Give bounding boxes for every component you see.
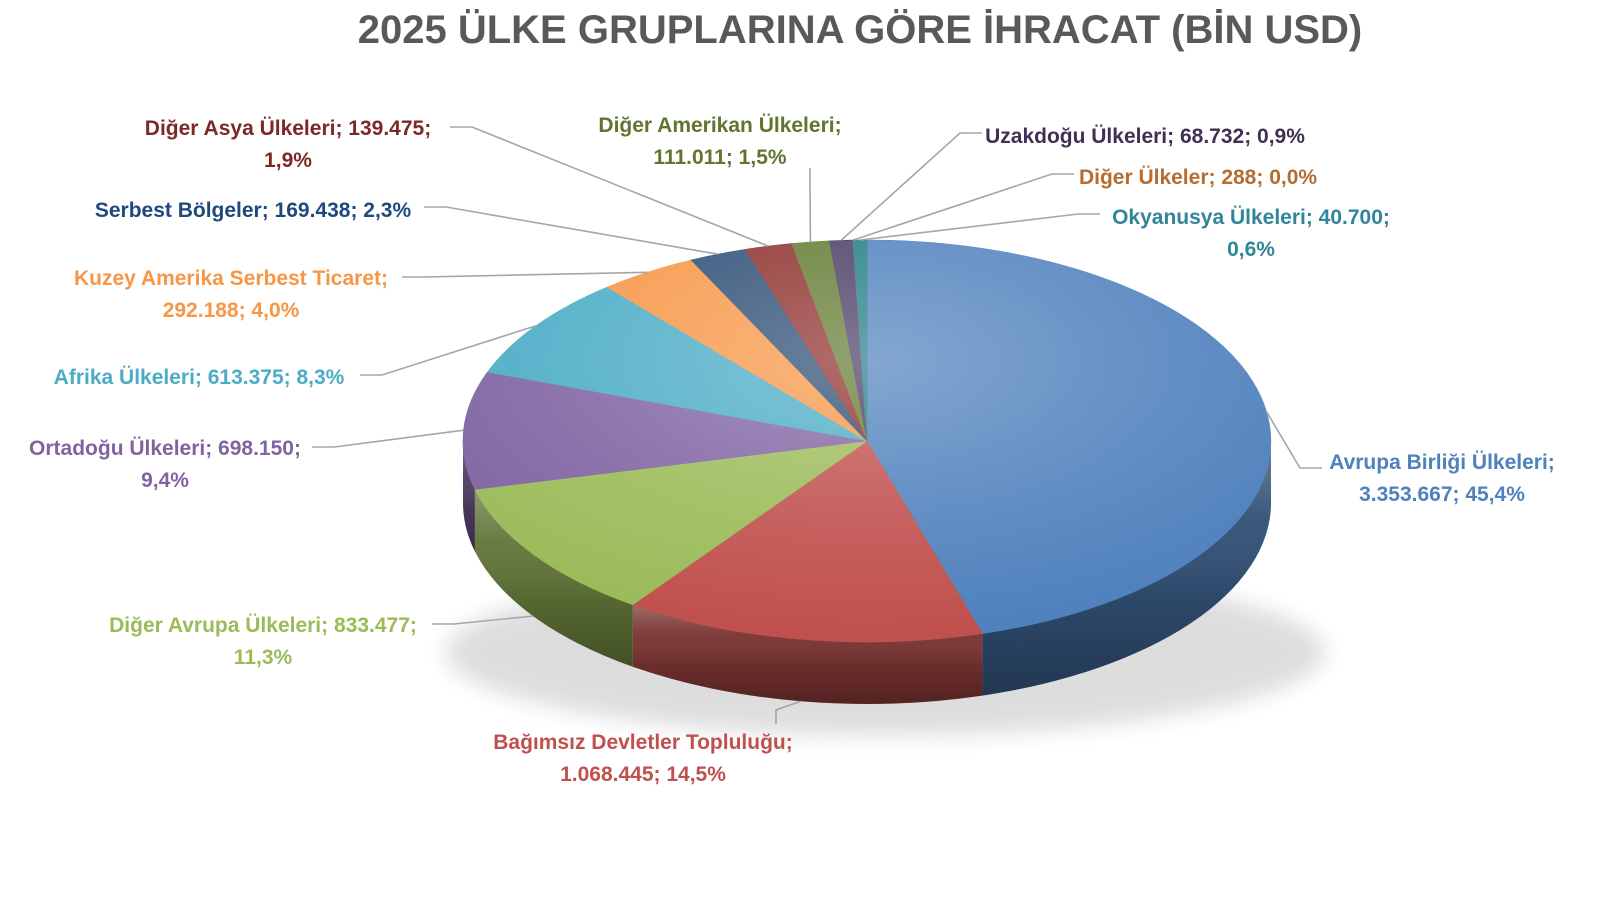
- leader-line-11: [859, 213, 1100, 241]
- leader-line-3: [312, 429, 464, 448]
- pie-slice-wall-shade-3: [463, 441, 475, 552]
- leader-line-2: [432, 615, 534, 625]
- pie-slice-wall-shade-1: [632, 604, 983, 704]
- leader-line-6: [424, 206, 718, 255]
- leader-line-4: [360, 324, 537, 376]
- leader-line-1: [775, 700, 802, 724]
- leader-line-9: [840, 132, 982, 241]
- pie-gloss-overlay: [463, 240, 1271, 642]
- leader-line-5: [402, 271, 648, 278]
- leader-line-7: [450, 126, 769, 247]
- leader-line-0: [1266, 411, 1322, 469]
- pie-slice-wall-shade-2: [474, 489, 633, 667]
- pie-slice-wall-shade-0: [982, 441, 1271, 696]
- chart-title: 2025 ÜLKE GRUPLARINA GÖRE İHRACAT (BİN U…: [357, 8, 1363, 52]
- leader-line-10: [852, 173, 1074, 241]
